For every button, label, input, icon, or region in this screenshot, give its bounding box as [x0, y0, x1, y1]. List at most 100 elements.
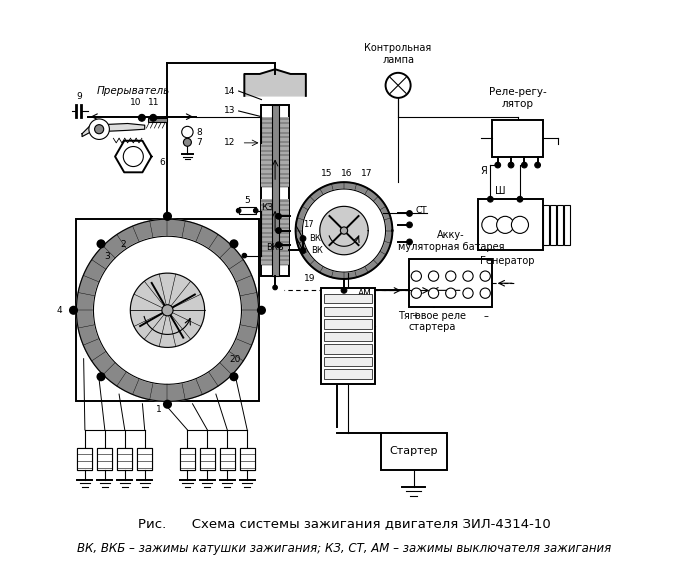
Circle shape — [182, 126, 193, 138]
Circle shape — [535, 162, 541, 168]
Bar — [138, 448, 152, 470]
Text: 5: 5 — [244, 196, 250, 205]
Text: ВКБ: ВКБ — [266, 243, 284, 252]
Circle shape — [123, 147, 143, 167]
Polygon shape — [244, 69, 306, 96]
Circle shape — [446, 271, 456, 281]
Bar — [240, 448, 255, 470]
Circle shape — [508, 162, 514, 168]
Circle shape — [341, 288, 347, 293]
Text: ВКБ: ВКБ — [309, 234, 326, 243]
Text: АМ: АМ — [358, 289, 372, 298]
Circle shape — [407, 222, 412, 228]
Circle shape — [184, 139, 191, 146]
Circle shape — [138, 114, 145, 121]
Polygon shape — [296, 182, 392, 279]
Text: 15: 15 — [321, 169, 333, 178]
Text: Тяговое реле
стартера: Тяговое реле стартера — [398, 310, 466, 332]
Circle shape — [96, 372, 105, 381]
Bar — [324, 294, 372, 304]
Text: 12: 12 — [224, 139, 236, 147]
Circle shape — [276, 213, 281, 219]
Circle shape — [480, 288, 491, 298]
Text: Рис.      Схема системы зажигания двигателя ЗИЛ-4314-10: Рис. Схема системы зажигания двигателя З… — [138, 518, 550, 530]
Text: 7: 7 — [196, 138, 202, 147]
Bar — [272, 105, 279, 276]
Circle shape — [495, 162, 501, 168]
Text: 13: 13 — [224, 106, 236, 116]
Circle shape — [162, 305, 173, 316]
Bar — [478, 199, 544, 251]
Bar — [138, 448, 152, 470]
Circle shape — [242, 254, 246, 258]
Bar — [261, 199, 289, 264]
Text: 20: 20 — [229, 355, 241, 365]
Circle shape — [429, 271, 439, 281]
Text: Акку-
муляторная батарея: Акку- муляторная батарея — [398, 230, 504, 252]
Text: 6: 6 — [159, 158, 164, 167]
Bar — [147, 118, 167, 122]
Text: 2: 2 — [120, 240, 126, 249]
Polygon shape — [320, 206, 368, 255]
Bar — [76, 219, 259, 401]
Circle shape — [511, 216, 528, 233]
Bar — [324, 357, 372, 366]
Text: 8: 8 — [196, 128, 202, 136]
Circle shape — [163, 400, 172, 409]
Polygon shape — [130, 273, 204, 347]
Bar — [98, 448, 112, 470]
Circle shape — [497, 216, 514, 233]
Text: 17: 17 — [361, 169, 372, 178]
Text: Прерыватель: Прерыватель — [97, 86, 170, 96]
Bar — [381, 433, 447, 470]
Polygon shape — [94, 236, 241, 384]
Circle shape — [276, 242, 281, 248]
Bar — [324, 319, 372, 328]
Polygon shape — [115, 141, 151, 172]
Bar — [550, 205, 556, 245]
Text: КЗ: КЗ — [261, 204, 273, 212]
Circle shape — [407, 210, 412, 216]
Circle shape — [229, 372, 239, 381]
Circle shape — [341, 227, 347, 234]
Circle shape — [276, 228, 281, 233]
Circle shape — [150, 114, 157, 121]
Bar — [492, 120, 544, 156]
Bar — [200, 448, 215, 470]
Circle shape — [237, 208, 241, 213]
Circle shape — [411, 271, 422, 281]
Circle shape — [257, 306, 266, 315]
Bar — [180, 448, 195, 470]
Bar — [544, 205, 549, 245]
Polygon shape — [82, 124, 144, 137]
Circle shape — [229, 239, 239, 248]
Bar — [78, 448, 92, 470]
Text: Ш: Ш — [495, 186, 506, 196]
Text: Контрольная
лампа: Контрольная лампа — [365, 43, 432, 65]
Text: 14: 14 — [224, 87, 236, 95]
Bar — [557, 205, 563, 245]
Text: 11: 11 — [147, 98, 159, 107]
Circle shape — [463, 288, 473, 298]
Text: ВК, ВКБ – зажимы катушки зажигания; КЗ, СТ, АМ – зажимы выключателя зажигания: ВК, ВКБ – зажимы катушки зажигания; КЗ, … — [77, 542, 611, 555]
Text: 3: 3 — [104, 252, 109, 261]
Text: Реле-регу-
лятор: Реле-регу- лятор — [488, 87, 546, 109]
Bar — [180, 448, 195, 470]
Text: Я: Я — [480, 166, 487, 176]
Bar — [409, 259, 492, 308]
Text: Стартер: Стартер — [389, 446, 438, 456]
Circle shape — [517, 197, 523, 202]
Text: 16: 16 — [341, 169, 352, 178]
Text: 10: 10 — [131, 98, 142, 107]
Bar — [118, 448, 132, 470]
Text: Генератор: Генератор — [480, 256, 535, 266]
Circle shape — [163, 212, 172, 221]
Bar — [220, 448, 235, 470]
Bar — [261, 117, 289, 187]
Bar — [78, 448, 92, 470]
Circle shape — [273, 285, 277, 290]
Bar — [563, 205, 570, 245]
Circle shape — [446, 288, 456, 298]
Bar — [324, 307, 372, 316]
Circle shape — [89, 119, 109, 140]
